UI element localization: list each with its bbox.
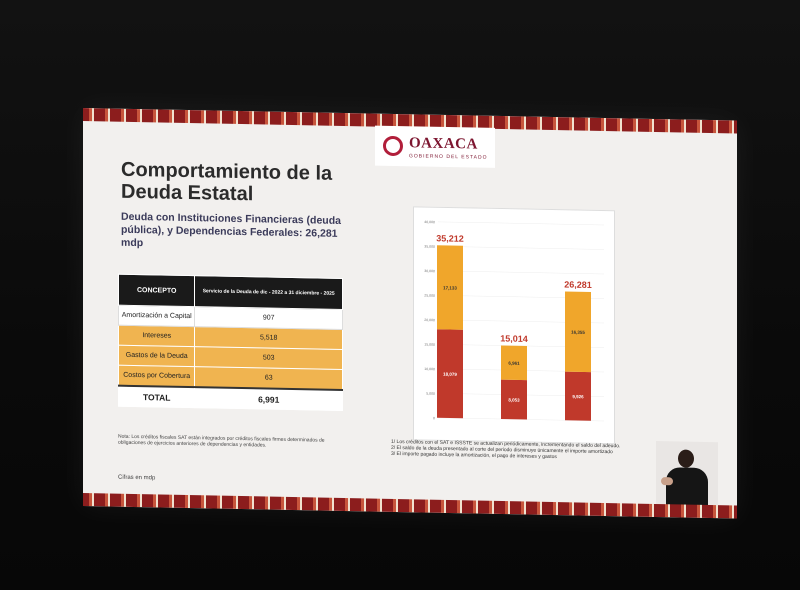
total-label: TOTAL	[118, 385, 195, 408]
table-header: CONCEPTO Servicio de la Deuda de dic - 2…	[118, 274, 343, 310]
logo-text: OAXACA	[409, 135, 478, 153]
header-concepto: CONCEPTO	[118, 274, 195, 307]
row-value: 5,518	[194, 326, 343, 350]
projection-screen: OAXACA GOBIERNO DEL ESTADO Comportamient…	[83, 108, 737, 519]
y-tick-label: 30,000	[424, 269, 435, 273]
interpreter-hand	[661, 477, 673, 486]
table-note: Nota: Los créditos fiscales SAT están in…	[118, 433, 325, 449]
grid-line	[438, 246, 604, 250]
bar-segment	[501, 345, 527, 381]
table-total-row: TOTAL 6,991	[118, 385, 343, 411]
bar-segment	[437, 329, 463, 419]
segment-label: 6,961	[508, 361, 520, 366]
y-tick-label: 0	[433, 416, 435, 420]
header-servicio: Servicio de la Deuda de dic - 2022 a 31 …	[194, 275, 343, 310]
y-tick-label: 40,000	[424, 220, 435, 224]
row-concept: Amortización a Capital	[118, 305, 195, 327]
bar-segment	[501, 379, 527, 420]
y-tick-label: 25,000	[424, 294, 435, 298]
bar-total-label: 15,014	[500, 333, 528, 344]
bar-segment	[565, 371, 591, 421]
bar-total-label: 26,281	[564, 279, 592, 290]
debt-chart-svg: 0 5,000 10,000 15,000 20,000 25,000 30,000 35,0…	[424, 220, 604, 422]
interpreter-head	[678, 449, 694, 468]
units-note: Cifras en mdp	[118, 474, 156, 482]
y-tick-label: 15,000	[424, 343, 435, 347]
y-tick-label: 20,000	[424, 318, 435, 322]
segment-label: 17,133	[443, 285, 457, 290]
bar-segment	[437, 245, 463, 330]
logo-subtext: GOBIERNO DEL ESTADO	[409, 153, 488, 161]
segment-label: 8,053	[508, 397, 520, 402]
debt-service-table: CONCEPTO Servicio de la Deuda de dic - 2…	[118, 274, 343, 411]
oaxaca-logo: OAXACA GOBIERNO DEL ESTADO	[375, 125, 495, 168]
y-tick-label: 5,000	[426, 392, 435, 396]
bar-total-label: 35,212	[436, 233, 464, 244]
row-concept: Intereses	[118, 325, 195, 347]
oaxaca-emblem-icon	[383, 135, 403, 157]
slide-title: Comportamiento de la Deuda Estatal	[121, 158, 333, 206]
segment-label: 16,355	[571, 330, 585, 335]
row-concept: Costos por Cobertura	[118, 365, 195, 388]
bar-segment	[565, 291, 591, 373]
row-value: 503	[194, 346, 343, 370]
row-concept: Gastos de la Deuda	[118, 345, 195, 367]
y-tick-label: 35,000	[424, 245, 435, 249]
row-value: 63	[194, 366, 343, 390]
row-value: 907	[194, 306, 343, 330]
y-tick-label: 10,000	[424, 367, 435, 371]
debt-chart: 0 5,000 10,000 15,000 20,000 25,000 30,000 35,0…	[413, 206, 615, 445]
total-value: 6,991	[194, 387, 343, 411]
slide-subtitle: Deuda con Instituciones Financieras (deu…	[121, 210, 341, 250]
segment-label: 9,926	[572, 394, 584, 399]
grid-line	[438, 270, 604, 275]
grid-line	[438, 221, 604, 226]
segment-label: 18,079	[443, 372, 457, 377]
chart-footnotes: 1/ Los créditos con el SAT e ISSSTE se a…	[391, 439, 631, 462]
